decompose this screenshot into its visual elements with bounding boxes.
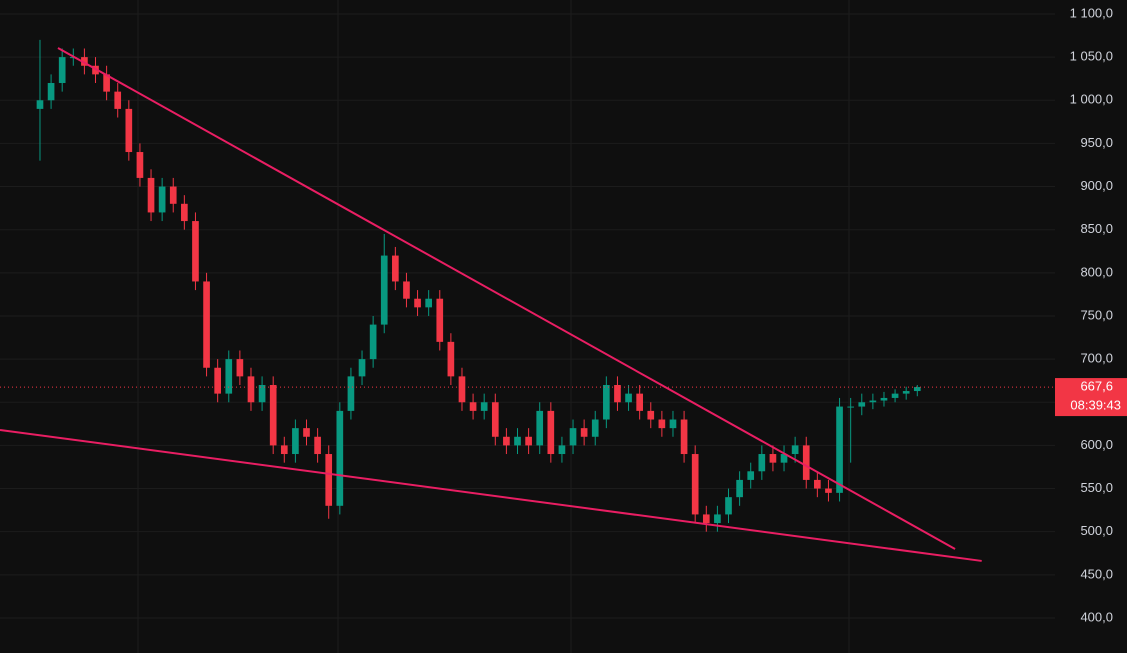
y-tick-label: 500,0 <box>1080 523 1113 538</box>
candle-body <box>769 454 777 463</box>
y-tick-label: 900,0 <box>1080 178 1113 193</box>
candle-body <box>247 376 255 403</box>
candle-body <box>858 402 866 407</box>
candle-body <box>269 385 277 446</box>
candle-body <box>192 221 199 282</box>
candle-body <box>591 419 599 437</box>
candle-body <box>614 385 621 403</box>
candle-body <box>880 397 888 401</box>
candle-body <box>436 298 444 342</box>
candle-body <box>125 108 133 153</box>
y-tick-label: 700,0 <box>1080 351 1113 366</box>
candle-body <box>480 402 488 411</box>
candle-body <box>625 393 632 403</box>
candle-body <box>447 341 455 377</box>
candle-body <box>547 410 555 455</box>
candle-body <box>236 359 244 377</box>
candle-body <box>169 186 177 204</box>
candle-body <box>81 57 88 66</box>
candle-body <box>325 454 333 506</box>
candle-body <box>847 406 854 408</box>
candle-body <box>825 488 832 493</box>
y-tick-label: 800,0 <box>1080 264 1113 279</box>
candle-body <box>380 255 388 325</box>
candle-body <box>902 391 910 394</box>
candle-body <box>458 376 466 403</box>
candle-body <box>158 186 166 213</box>
y-tick-label: 1 000,0 <box>1070 92 1113 107</box>
candle-body <box>636 393 643 411</box>
candle-body <box>525 436 532 446</box>
candle-body <box>414 298 421 308</box>
candle-body <box>347 376 355 411</box>
candle-body <box>314 436 321 455</box>
candle-body <box>181 203 188 222</box>
candle-body <box>913 387 921 392</box>
candle-body <box>780 454 788 463</box>
candle-body <box>392 255 399 282</box>
candle-body <box>292 428 299 455</box>
candle-body <box>714 514 721 524</box>
last-price-box <box>1055 378 1127 417</box>
candle-body <box>802 445 810 480</box>
y-tick-label: 400,0 <box>1080 609 1113 624</box>
candle-body <box>225 359 233 394</box>
candle-body <box>691 454 699 515</box>
candle-body <box>603 385 610 420</box>
candle-body <box>303 428 310 437</box>
candle-body <box>491 402 499 437</box>
y-tick-label: 550,0 <box>1080 480 1113 495</box>
candle-body <box>836 406 843 493</box>
trendline <box>57 47 956 550</box>
candle-body <box>891 393 899 398</box>
countdown-label: 08:39:43 <box>1070 398 1121 413</box>
candle-body <box>702 514 710 524</box>
candle-body <box>580 428 588 437</box>
candle-body <box>425 298 432 308</box>
y-tick-label: 450,0 <box>1080 566 1113 581</box>
candle-body <box>136 152 144 178</box>
last-price-label: 667,6 <box>1080 379 1113 394</box>
candle-body <box>214 367 221 394</box>
candle-body <box>669 419 677 429</box>
candle-body <box>569 428 577 446</box>
candle-body <box>791 445 799 455</box>
candle-body <box>369 324 377 360</box>
candle-body <box>469 402 477 411</box>
y-tick-label: 850,0 <box>1080 221 1113 236</box>
y-tick-label: 600,0 <box>1080 437 1113 452</box>
candle-body <box>203 281 210 368</box>
candle-body <box>536 410 544 446</box>
candle-body <box>280 445 288 455</box>
candle-body <box>680 419 688 455</box>
candle-body <box>58 57 66 84</box>
candle-body <box>725 497 732 515</box>
y-tick-label: 1 100,0 <box>1070 5 1113 20</box>
y-tick-label: 950,0 <box>1080 135 1113 150</box>
candle-body <box>403 281 410 299</box>
candle-body <box>758 454 766 472</box>
candle-body <box>514 436 521 446</box>
candle-body <box>114 91 122 109</box>
candle-body <box>258 385 266 403</box>
candle-body <box>47 83 55 101</box>
vertical-grid <box>137 0 850 653</box>
candle-body <box>747 471 755 480</box>
candle-body <box>358 359 366 377</box>
y-tick-label: 750,0 <box>1080 307 1113 322</box>
candle-body <box>503 436 510 446</box>
candle-body <box>147 177 155 213</box>
candle-body <box>647 410 655 420</box>
candle-body <box>814 479 821 489</box>
trendline <box>0 428 982 562</box>
candle-body <box>736 479 743 498</box>
candle-body <box>103 74 110 92</box>
candle-body <box>658 419 666 429</box>
candle-body <box>336 410 344 506</box>
candle-body <box>36 100 44 109</box>
candle-body <box>558 445 566 455</box>
y-tick-label: 1 050,0 <box>1070 49 1113 64</box>
candle-body <box>869 400 877 403</box>
